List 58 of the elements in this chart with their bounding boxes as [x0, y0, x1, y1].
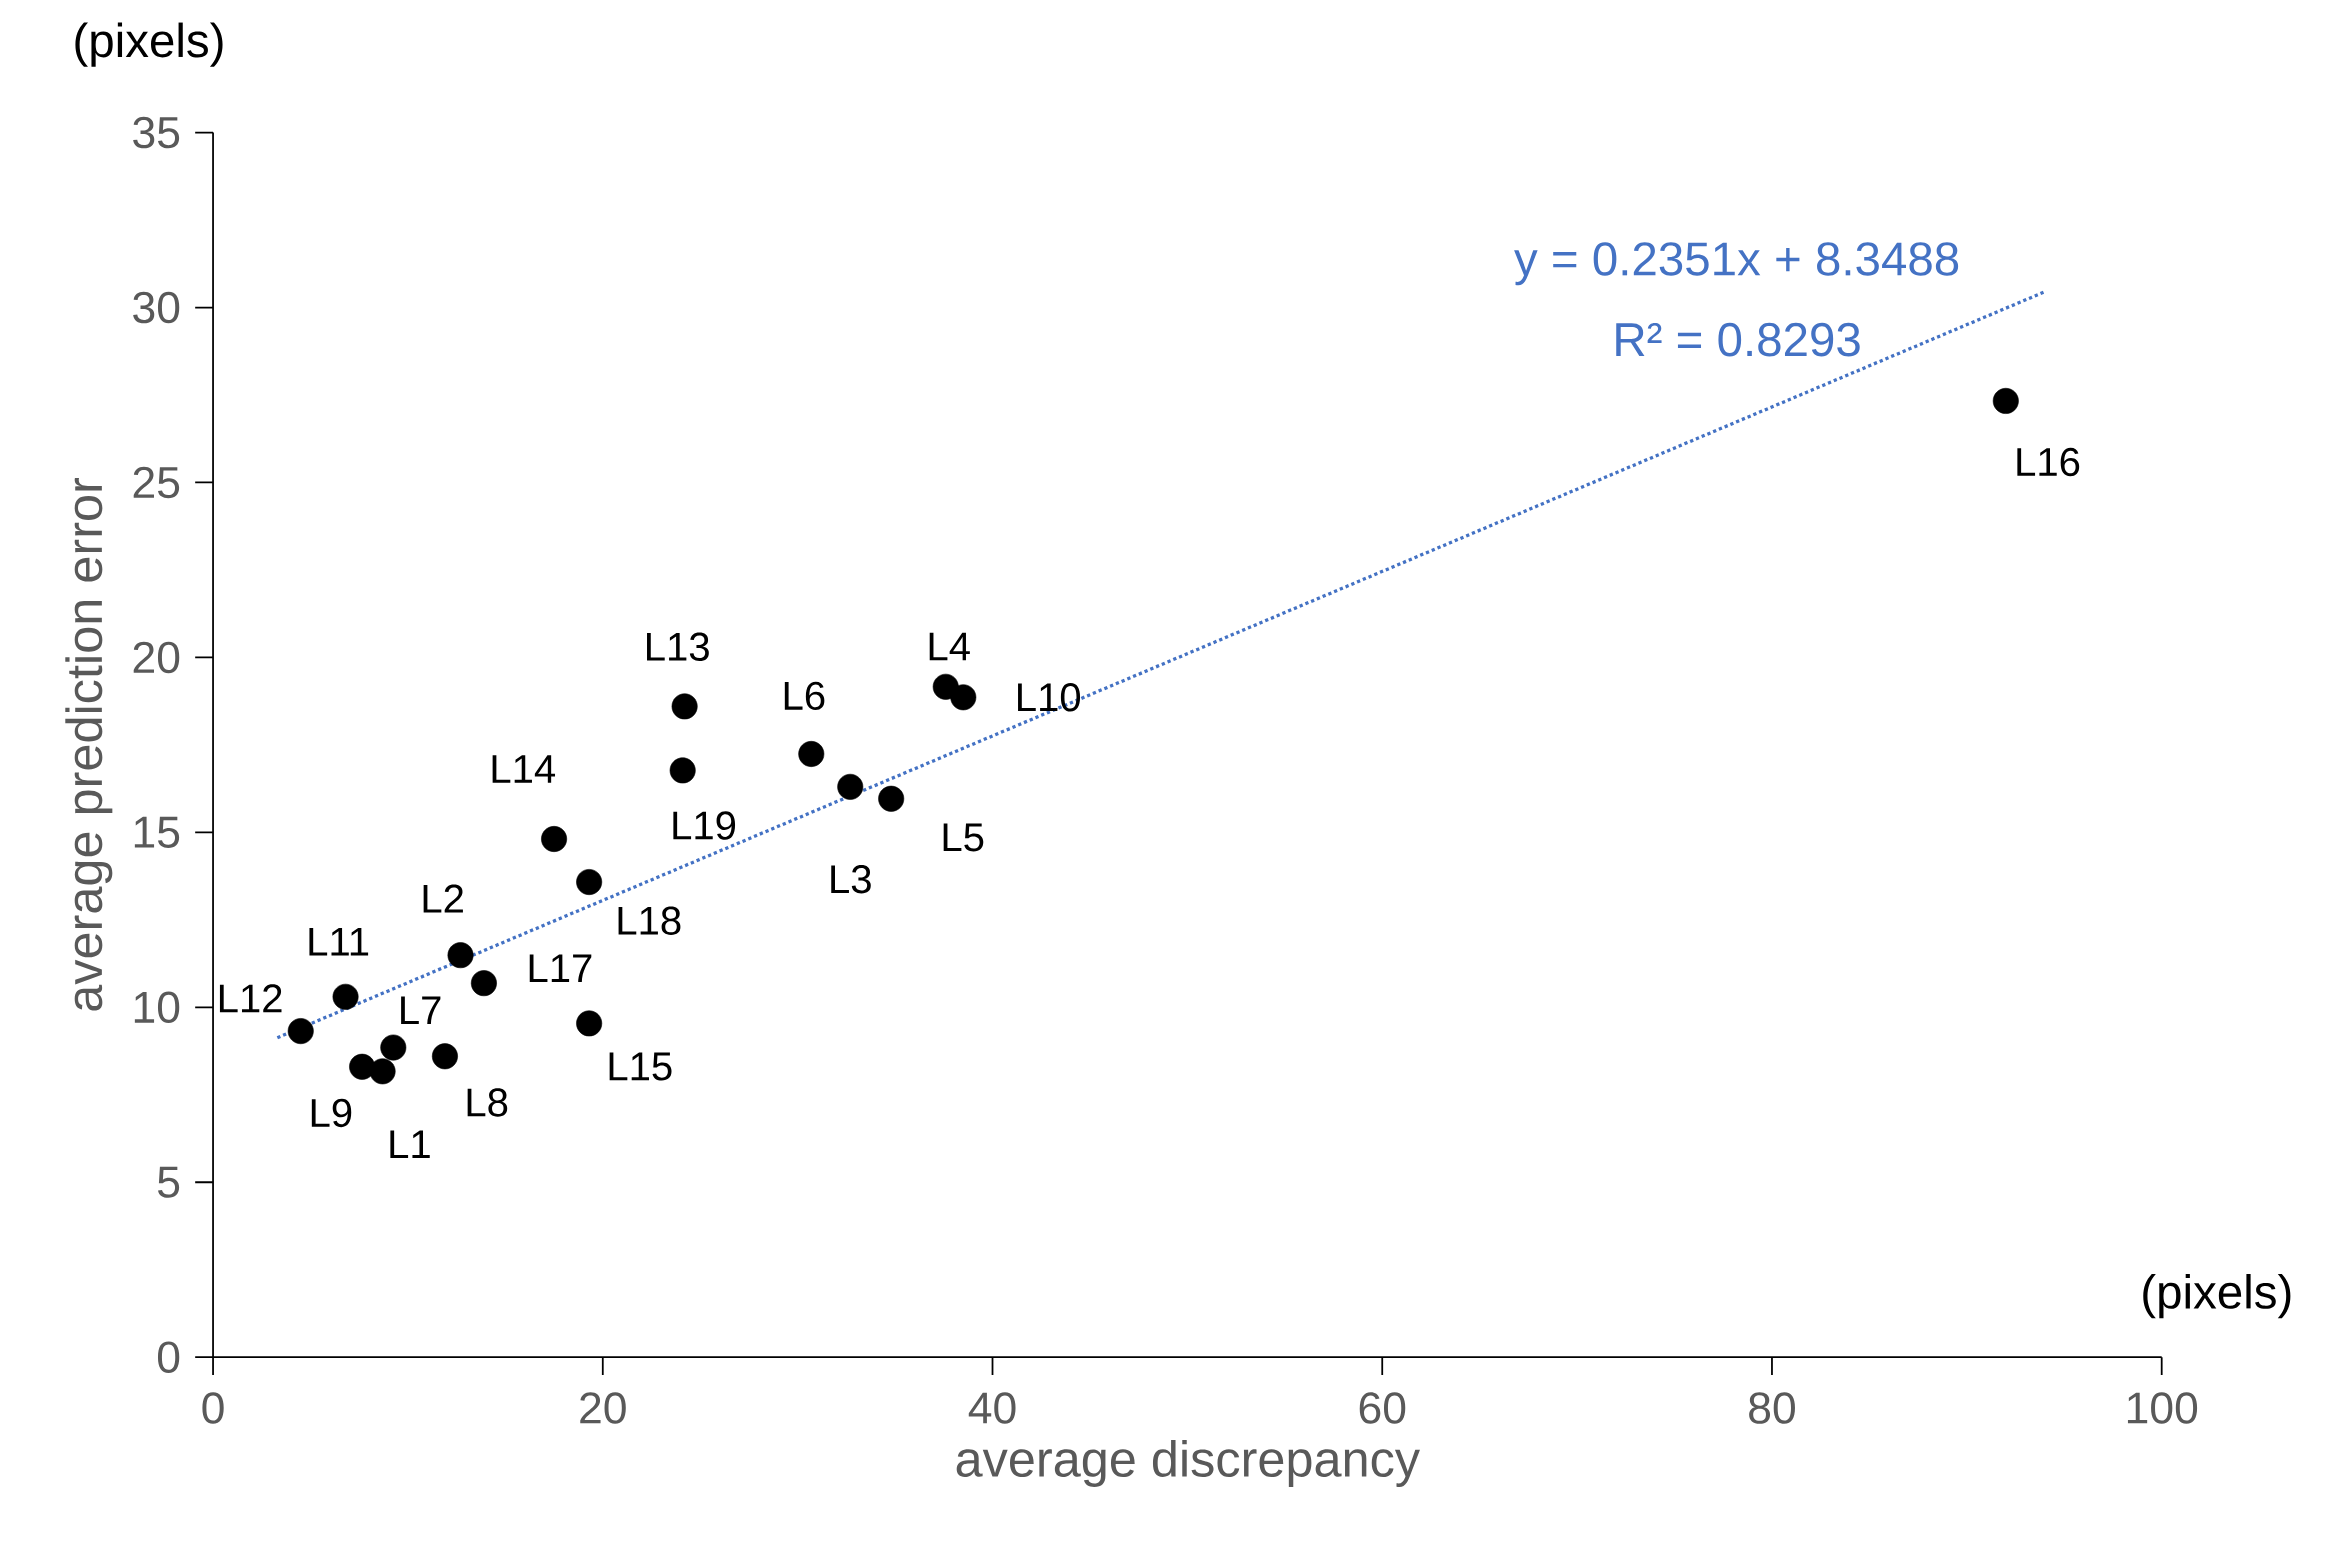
y-tick-label: 30: [133, 291, 180, 324]
annotation: L9: [311, 1098, 352, 1127]
annotation: L14: [492, 755, 556, 783]
annotation: L7: [401, 996, 441, 1024]
annotation: L3: [831, 864, 871, 894]
annotation: L5: [943, 823, 984, 852]
annotation: L6: [784, 681, 825, 710]
point: [576, 1010, 603, 1037]
point: [431, 1043, 458, 1070]
x-axis-title: average discrepancy: [956, 1439, 1420, 1487]
x-tick-label: 20: [580, 1392, 626, 1424]
y-tick-label: 5: [158, 1166, 180, 1198]
point: [950, 684, 977, 711]
point: [671, 693, 698, 720]
y-tick-label: 0: [157, 1341, 180, 1373]
point: [932, 673, 959, 700]
point: [878, 785, 905, 812]
y-tick-label: 10: [134, 991, 180, 1023]
y-tick-label: 20: [133, 641, 180, 674]
point: [369, 1058, 396, 1085]
y-tick-label: 15: [134, 816, 180, 848]
point: [541, 825, 568, 852]
annotation: L2: [423, 884, 463, 913]
point: [669, 757, 696, 784]
annotation: L13: [647, 632, 709, 661]
annotation: L8: [467, 1088, 508, 1117]
point: [798, 740, 825, 767]
annotation: L12: [219, 984, 282, 1013]
annotation: L19: [673, 811, 736, 840]
annotation: (pixels): [2143, 1273, 2291, 1319]
annotation: L17: [529, 954, 592, 982]
point: [470, 970, 497, 996]
point: [447, 942, 474, 968]
annotation: L4: [929, 632, 970, 661]
point: [837, 773, 864, 800]
annotation: L16: [2017, 447, 2080, 477]
x-tick-label: 100: [2127, 1392, 2198, 1424]
point: [349, 1053, 376, 1080]
point: [332, 983, 359, 1010]
x-tick-label: 60: [1359, 1392, 1406, 1424]
x-tick-label: 40: [968, 1392, 1016, 1424]
annotation: L18: [618, 906, 681, 935]
y-tick-label: 25: [133, 466, 180, 499]
point: [1992, 387, 2019, 414]
annotation: L15: [609, 1052, 672, 1081]
annotation: L10: [1018, 682, 1081, 712]
annotation: R² = 0.8293: [1616, 322, 1860, 357]
y-tick-label: 35: [133, 116, 180, 149]
point: [287, 1017, 314, 1044]
y-axis-title: average prediction error: [65, 477, 113, 1011]
annotation: y = 0.2351x + 8.3488: [1514, 242, 1959, 286]
x-tick-label: 0: [202, 1392, 224, 1424]
annotation: L1: [390, 1130, 430, 1158]
point: [576, 868, 603, 895]
text: (pixels): [75, 22, 223, 67]
x-tick-label: 80: [1749, 1392, 1795, 1424]
annotation: L11: [309, 927, 369, 956]
point: [380, 1034, 407, 1061]
